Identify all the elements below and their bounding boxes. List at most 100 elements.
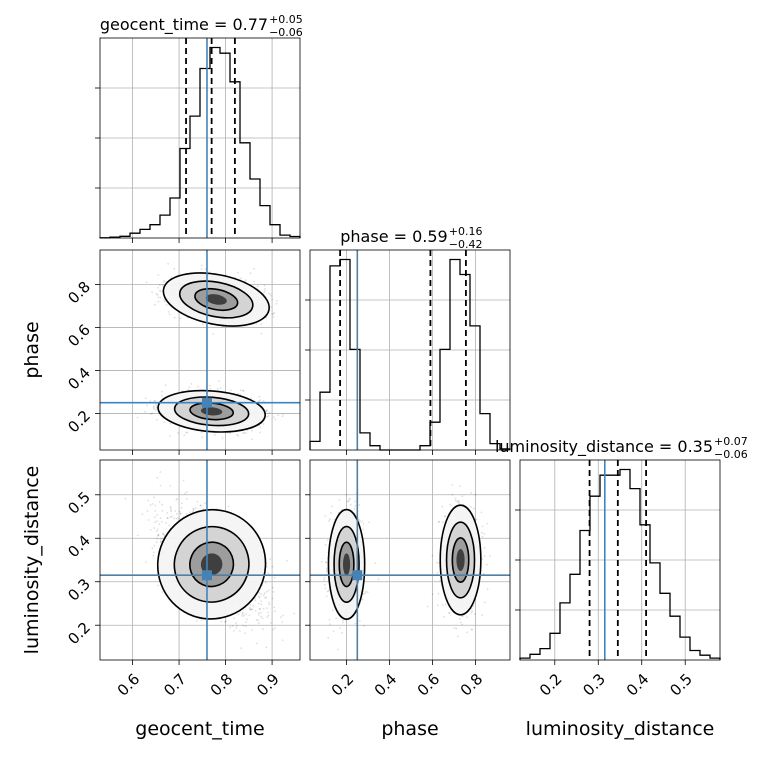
axis-label-y-phase: phase [21,321,43,378]
sample-point [250,608,252,611]
sample-point [345,494,348,496]
sample-point [162,284,164,286]
tick-label-phase: 0.2 [64,407,94,437]
sample-point [197,385,200,388]
sample-point [325,561,328,564]
sample-point [201,436,204,439]
sample-point [441,505,444,508]
sample-point [326,539,329,542]
sample-point [141,513,144,516]
sample-point [264,581,267,584]
sample-point [466,631,469,634]
sample-point [199,504,202,507]
sample-point [251,429,253,432]
sample-point [458,500,461,503]
sample-point [233,629,235,632]
sample-point [325,561,327,563]
sample-point [453,627,456,630]
sample-point [327,636,330,639]
sample-point [480,511,483,514]
sample-point [124,497,127,500]
sample-point [176,498,179,500]
sample-point [245,432,247,434]
sample-point [377,578,380,581]
sample-point [461,615,463,618]
sample-point [274,610,276,613]
sample-point [153,303,156,306]
sample-point [470,628,473,631]
sample-point [187,389,190,391]
axis-label-x-luminosity_distance: luminosity_distance [526,718,715,740]
sample-point [342,621,344,624]
sample-point [269,293,272,295]
sample-point [340,508,343,511]
sample-point [346,500,349,503]
sample-point [155,409,157,411]
sample-point [363,624,366,627]
sample-point [250,608,253,611]
sample-point [155,404,158,407]
sample-point [258,596,261,599]
sample-point [157,584,160,587]
sample-point [342,619,344,622]
sample-point [282,413,284,416]
sample-point [175,498,178,501]
sample-point [473,613,476,615]
sample-point [364,592,366,595]
sample-point [267,572,270,574]
sample-point [177,517,180,520]
density-contour [342,553,351,576]
sample-point [188,386,191,389]
sample-point [274,627,276,629]
sample-point [451,493,454,496]
sample-point [443,616,445,618]
tick-label-phase: 0.4 [64,364,94,394]
sample-point [265,409,268,412]
sample-point [324,544,327,546]
sample-point [268,601,270,604]
sample-point [161,591,164,593]
sample-point [325,567,328,570]
sample-point [338,499,341,501]
sample-point [220,620,223,623]
sample-point [281,639,284,642]
sample-point [192,508,195,510]
sample-point [175,513,178,515]
sample-point [260,323,263,326]
sample-point [240,647,242,649]
sample-point [195,507,197,509]
sample-point [267,292,270,295]
sample-point [236,434,238,436]
sample-point [470,491,473,494]
sample-point [483,555,486,557]
sample-point [456,501,459,503]
density-contour [205,294,227,305]
panel-title-luminosity_distance: luminosity_distance = 0.35 +0.07−0.06 [495,435,748,461]
sample-point [162,532,164,534]
sample-point [178,510,181,513]
sample-point [155,407,158,409]
sample-point [216,388,219,390]
sample-point [251,629,254,631]
sample-point [157,528,159,531]
tick-label-phase: 0.6 [64,321,94,351]
sample-point [268,411,271,414]
sample-point [357,518,360,521]
sample-point [262,594,265,597]
sample-point [251,438,253,441]
sample-point [454,497,457,500]
sample-point [455,627,458,630]
sample-point [474,493,477,496]
sample-point [249,272,252,275]
sample-point [154,399,157,402]
tick-label-phase: 0.8 [457,670,487,700]
sample-point [158,501,161,503]
panel-title-phase: phase = 0.59 +0.16−0.42 [340,225,482,251]
sample-point [255,619,258,621]
sample-point [161,509,164,512]
sample-point [441,604,444,606]
sample-point [240,277,243,280]
sample-point [136,534,139,537]
sample-point [236,271,239,274]
truth-marker [201,397,212,408]
